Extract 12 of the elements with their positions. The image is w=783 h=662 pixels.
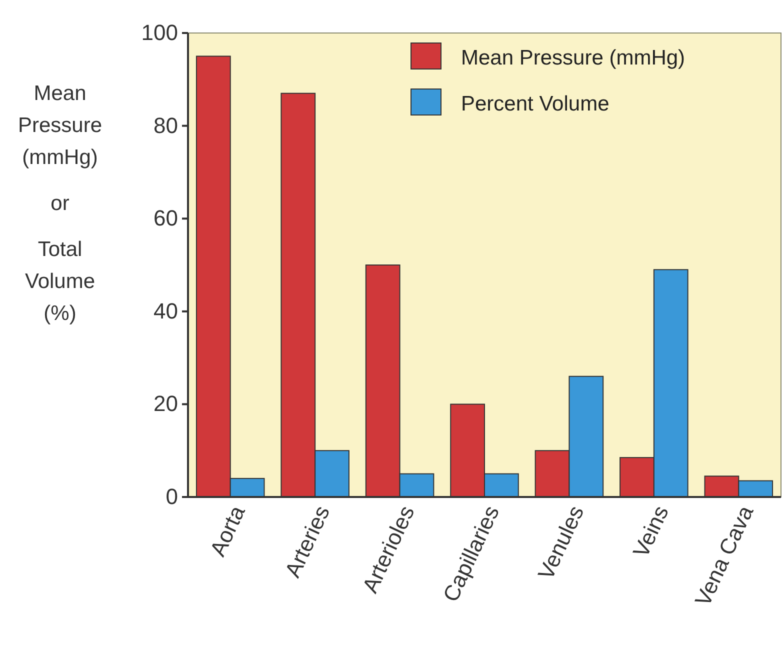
y-axis-title: Mean Pressure (mmHg) or Total Volume (%): [18, 82, 102, 325]
y-tick-label: 20: [154, 391, 178, 416]
x-tick-label: Aorta: [204, 501, 250, 560]
legend-label: Mean Pressure (mmHg): [461, 46, 686, 70]
legend-label: Percent Volume: [461, 92, 610, 116]
x-tick-label: Vena Cava: [690, 501, 758, 610]
y-tick-label: 100: [141, 20, 178, 46]
x-tick-label: Veins: [628, 502, 674, 562]
y-tick-label: 40: [154, 298, 178, 324]
y-tick-label: 80: [154, 112, 178, 138]
y-tick-label: 0: [166, 484, 178, 510]
y-tick-label: 60: [154, 206, 178, 231]
